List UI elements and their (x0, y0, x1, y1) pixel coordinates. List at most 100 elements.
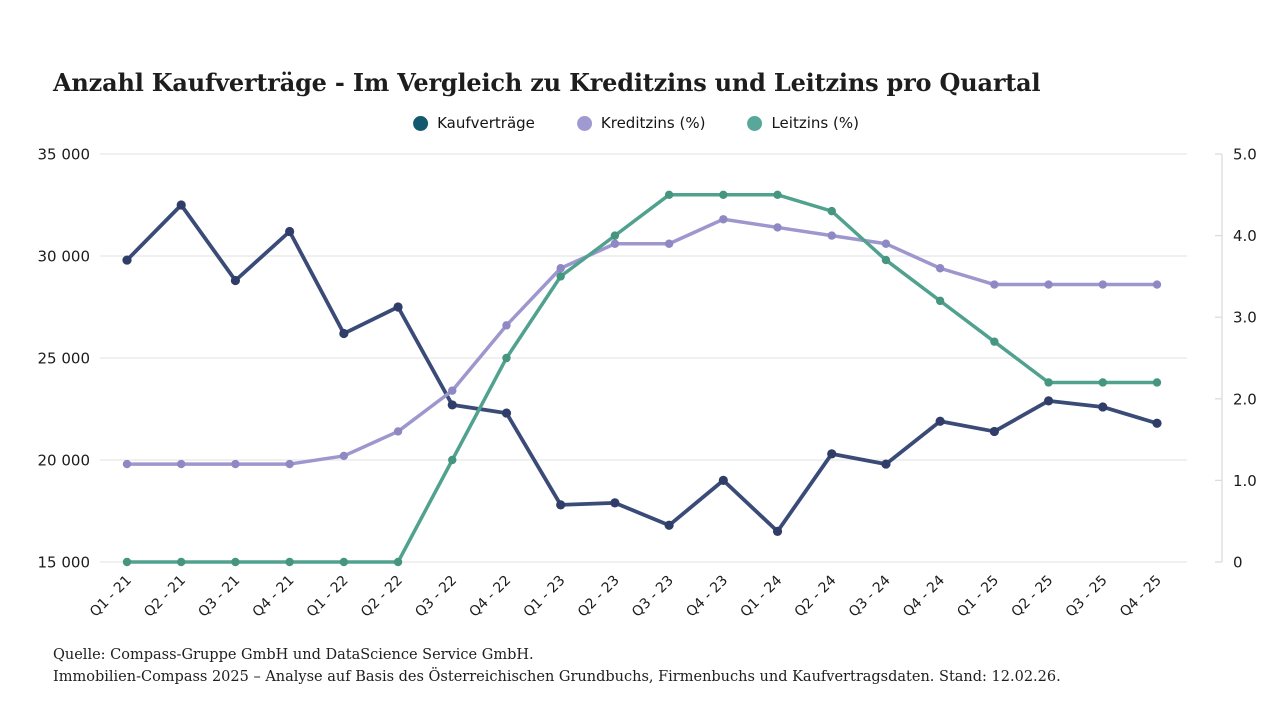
data-point-kaufvertraege[interactable] (989, 426, 999, 437)
data-point-leitzins[interactable] (1044, 378, 1053, 387)
data-point-kreditzins[interactable] (1098, 280, 1107, 289)
data-point-kreditzins[interactable] (610, 239, 620, 248)
x-axis-tick-label: Q3 - 22 (412, 573, 460, 621)
data-point-kaufvertraege[interactable] (230, 275, 241, 286)
series-line-kaufvertraege (125, 203, 1159, 534)
legend-label: Leitzins (%) (771, 114, 859, 132)
x-axis-tick-label: Q2 - 22 (358, 573, 406, 621)
data-point-leitzins[interactable] (990, 337, 999, 346)
x-axis-tick-label: Q4 - 21 (250, 573, 298, 621)
data-point-leitzins[interactable] (231, 557, 240, 567)
series-leitzins (122, 190, 1162, 567)
data-point-kreditzins[interactable] (664, 239, 674, 248)
data-point-kaufvertraege[interactable] (1098, 402, 1108, 412)
data-point-kreditzins[interactable] (881, 239, 891, 248)
legend-dot-icon (413, 115, 429, 131)
data-point-kreditzins[interactable] (177, 459, 186, 469)
data-point-kaufvertraege[interactable] (556, 500, 566, 510)
data-point-kaufvertraege[interactable] (610, 498, 620, 508)
data-point-leitzins[interactable] (393, 557, 403, 567)
data-point-kreditzins[interactable] (1044, 280, 1053, 289)
x-axis-tick-label: Q2 - 25 (1009, 573, 1057, 621)
y-axis-right-tick-label: 0 (1233, 554, 1243, 572)
data-point-leitzins[interactable] (1152, 378, 1162, 387)
data-point-kaufvertraege[interactable] (501, 408, 512, 418)
x-axis-tick-label: Q4 - 25 (1117, 573, 1165, 621)
y-axis-left-tick-label: 25 000 (38, 350, 91, 368)
data-point-kreditzins[interactable] (719, 215, 728, 224)
data-point-kreditzins[interactable] (285, 459, 294, 469)
x-axis-tick-label: Q3 - 23 (629, 573, 677, 621)
x-axis-tick-label: Q1 - 24 (737, 572, 785, 620)
chart-legend: Kaufverträge Kreditzins (%) Leitzins (%) (413, 114, 859, 132)
page-title: Anzahl Kaufverträge - Im Vergleich zu Kr… (53, 68, 1041, 98)
data-point-kaufvertraege[interactable] (935, 416, 945, 426)
data-point-kaufvertraege[interactable] (285, 226, 295, 237)
y-axis-left: 15 000 20 000 25 000 30 000 35 000 (38, 146, 91, 572)
source-line-2: Immobilien-Compass 2025 – Analyse auf Ba… (53, 668, 1061, 685)
legend-dot-icon (747, 115, 763, 131)
data-point-kaufvertraege[interactable] (447, 400, 457, 410)
x-axis: Q1 - 21 Q2 - 21 Q3 - 21 Q4 - 21 Q1 - 22 Q2 - … (87, 572, 1165, 620)
data-point-kreditzins[interactable] (773, 223, 782, 232)
series-line-leitzins (125, 193, 1159, 564)
data-point-kaufvertraege[interactable] (339, 328, 349, 339)
data-point-kaufvertraege[interactable] (1152, 418, 1162, 428)
legend-item-kreditzins[interactable]: Kreditzins (%) (576, 114, 706, 132)
data-point-kaufvertraege[interactable] (664, 520, 674, 530)
data-point-leitzins[interactable] (773, 190, 782, 199)
data-point-leitzins[interactable] (122, 557, 132, 567)
legend-label: Kreditzins (%) (600, 114, 706, 132)
data-point-kreditzins[interactable] (393, 427, 403, 436)
data-point-kreditzins[interactable] (935, 264, 945, 273)
data-point-leitzins[interactable] (285, 557, 294, 567)
data-point-kreditzins[interactable] (339, 451, 349, 461)
data-point-kreditzins[interactable] (231, 459, 240, 469)
data-point-leitzins[interactable] (935, 296, 945, 306)
data-point-leitzins[interactable] (610, 231, 620, 240)
legend-dot-icon (576, 115, 592, 131)
x-axis-tick-label: Q2 - 21 (141, 573, 189, 621)
data-point-kaufvertraege[interactable] (176, 200, 186, 210)
data-point-kaufvertraege[interactable] (718, 475, 728, 485)
series-kreditzins (122, 215, 1162, 469)
data-point-leitzins[interactable] (827, 206, 836, 216)
x-axis-tick-label: Q3 - 21 (195, 573, 243, 621)
data-point-kaufvertraege[interactable] (772, 526, 783, 537)
data-point-kreditzins[interactable] (122, 459, 132, 469)
data-point-kaufvertraege[interactable] (827, 449, 837, 459)
data-point-leitzins[interactable] (719, 190, 728, 199)
data-point-leitzins[interactable] (1098, 378, 1107, 387)
data-point-kreditzins[interactable] (556, 264, 565, 273)
y-axis-right-tick-label: 2.0 (1233, 390, 1257, 408)
data-point-kaufvertraege[interactable] (122, 255, 132, 265)
data-point-kreditzins[interactable] (448, 386, 457, 395)
data-point-kreditzins[interactable] (990, 280, 999, 289)
source-note: Quelle: Compass-Gruppe GmbH und DataScie… (53, 645, 1203, 688)
data-point-leitzins[interactable] (556, 272, 565, 281)
data-point-kaufvertraege[interactable] (881, 459, 891, 469)
x-axis-tick-label: Q4 - 23 (683, 573, 731, 621)
x-axis-tick-label: Q4 - 24 (900, 572, 948, 620)
y-axis-right-tick-label: 1.0 (1233, 472, 1257, 490)
data-point-leitzins[interactable] (502, 353, 511, 363)
data-point-kaufvertraege[interactable] (1043, 396, 1054, 406)
legend-item-leitzins[interactable]: Leitzins (%) (747, 114, 859, 132)
data-point-kreditzins[interactable] (1152, 280, 1162, 289)
legend-item-kaufvertraege[interactable]: Kaufverträge (413, 114, 535, 132)
data-point-leitzins[interactable] (664, 190, 674, 199)
legend-label: Kaufverträge (437, 114, 535, 132)
data-point-kreditzins[interactable] (502, 321, 511, 330)
data-point-leitzins[interactable] (448, 455, 457, 465)
x-axis-tick-label: Q3 - 25 (1063, 573, 1111, 621)
data-point-leitzins[interactable] (339, 557, 349, 567)
data-point-kreditzins[interactable] (827, 231, 836, 240)
data-point-leitzins[interactable] (881, 255, 891, 265)
data-point-kaufvertraege[interactable] (393, 302, 403, 312)
y-axis-right-tick-label: 3.0 (1233, 309, 1257, 327)
data-point-leitzins[interactable] (177, 557, 186, 567)
x-axis-tick-label: Q3 - 24 (846, 572, 894, 620)
y-axis-left-tick-label: 20 000 (38, 452, 91, 470)
x-axis-tick-label: Q1 - 25 (954, 573, 1002, 621)
